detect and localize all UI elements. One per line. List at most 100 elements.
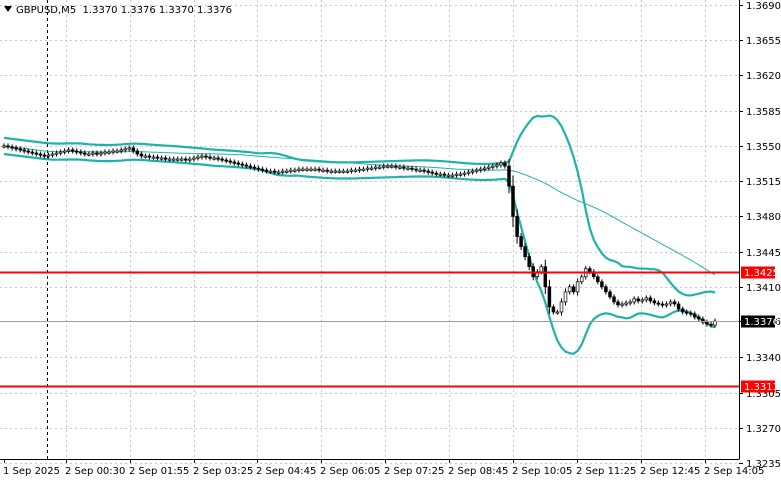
candle-body	[175, 158, 180, 161]
candle	[26, 148, 30, 155]
candle	[289, 167, 293, 174]
time-tick-label: 2 Sep 06:05	[320, 466, 380, 477]
candle	[377, 164, 382, 170]
candle	[135, 148, 140, 157]
candle-body	[159, 157, 164, 160]
candle	[95, 150, 99, 157]
candle-body	[139, 153, 144, 157]
candle-body	[325, 169, 329, 172]
candle-body	[664, 303, 669, 306]
candle-body	[386, 165, 390, 168]
candle-body	[74, 150, 79, 153]
candle	[272, 168, 277, 175]
candle-body	[507, 165, 511, 187]
candle-body	[394, 165, 398, 168]
candle	[143, 153, 148, 159]
candle-body	[10, 146, 14, 149]
candle	[127, 145, 131, 152]
candle-body	[70, 149, 75, 152]
candle	[216, 155, 220, 162]
candle-body	[232, 161, 237, 164]
candle-body	[58, 151, 63, 154]
collapse-triangle-icon[interactable]	[4, 6, 12, 12]
candle-body	[693, 313, 697, 318]
candle-body	[547, 286, 552, 308]
candle	[668, 299, 673, 307]
candle-body	[38, 153, 43, 156]
bollinger-upper	[3, 114, 716, 297]
candle	[474, 167, 479, 174]
candle-body	[127, 147, 131, 150]
candle-body	[103, 151, 107, 154]
candle-body	[317, 168, 321, 171]
candle	[664, 301, 669, 308]
candle-body	[689, 312, 693, 315]
candle-body	[30, 151, 35, 154]
candle	[547, 279, 552, 314]
candle	[14, 145, 18, 152]
candle-body	[656, 302, 661, 305]
candle	[628, 299, 632, 306]
candle-body	[50, 153, 55, 156]
candle-body	[672, 301, 677, 305]
candle-body	[406, 167, 410, 170]
candle-body	[123, 148, 127, 151]
candle	[139, 151, 144, 159]
candle-body	[466, 171, 471, 174]
candle	[42, 152, 47, 159]
candle-body	[620, 303, 624, 306]
candle-body	[18, 148, 22, 151]
candle	[454, 171, 459, 178]
candle	[579, 274, 584, 285]
candle	[38, 151, 43, 158]
price-tick-label: 1.3235	[746, 459, 781, 470]
candle-body	[272, 170, 277, 173]
horizontal-levels[interactable]	[0, 271, 739, 388]
candle-body	[143, 155, 148, 158]
candle-body	[422, 169, 426, 172]
candle-body	[438, 173, 443, 176]
price-axis[interactable]: 1.3690 1.3655 1.3620 1.3585 1.3550 1.3515 1.34…	[739, 1, 781, 470]
candle-body	[171, 158, 176, 161]
candle	[701, 316, 705, 325]
candle	[394, 163, 398, 170]
candle-body	[293, 169, 297, 172]
candle-body	[474, 169, 479, 172]
candle-body	[264, 169, 269, 172]
candle-body	[381, 165, 386, 168]
price-tick-label: 1.3655	[746, 36, 781, 47]
candle-body	[414, 168, 418, 171]
candle	[293, 167, 297, 173]
candle	[656, 300, 661, 307]
candle-body	[305, 168, 309, 171]
candle	[22, 147, 26, 154]
candle	[660, 301, 665, 308]
candle-body	[454, 173, 459, 176]
candle-body	[196, 156, 200, 159]
candle	[482, 165, 487, 172]
candle	[200, 153, 204, 160]
candle	[345, 168, 350, 174]
candle	[46, 152, 51, 159]
price-tick-label: 1.3550	[746, 142, 781, 153]
candle	[83, 150, 87, 157]
candle-body	[107, 151, 111, 154]
candle-body	[276, 171, 281, 174]
candle-body	[212, 157, 216, 160]
candle-body	[523, 246, 527, 258]
candle	[6, 143, 10, 150]
time-axis[interactable]: 1 Sep 2025 2 Sep 00:30 2 Sep 01:55 2 Sep 03…	[3, 459, 764, 477]
candle	[123, 146, 127, 153]
candle-body	[515, 216, 519, 237]
candle-body	[563, 291, 568, 303]
candle-body	[115, 150, 119, 153]
candle	[672, 299, 677, 307]
price-tick-label: 1.3480	[746, 212, 781, 223]
candle	[58, 149, 63, 156]
candle	[155, 154, 160, 161]
candle	[276, 169, 281, 175]
candle-body	[470, 170, 475, 173]
candle	[188, 156, 192, 163]
